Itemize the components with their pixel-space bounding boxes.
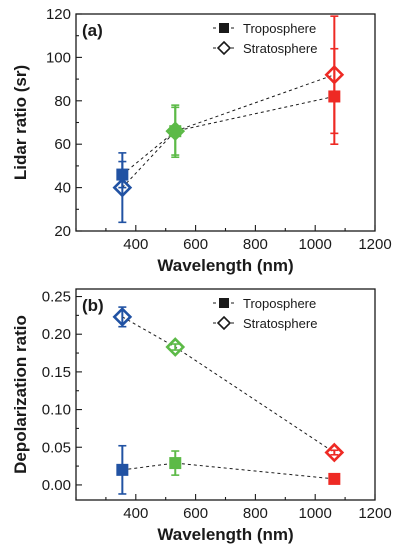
series-line-stratosphere [122,316,335,453]
data-point-diamond [324,442,345,463]
y-tick-label: 0.05 [42,439,71,456]
x-tick-label: 600 [183,505,208,522]
legend-square-icon [219,23,229,33]
x-tick-label: 400 [123,505,148,522]
legend-entry: Stratosphere [243,41,317,56]
x-tick-label: 1000 [299,236,332,253]
y-axis-title: Depolarization ratio [11,315,30,474]
legend-entry: Stratosphere [243,316,317,331]
x-tick-label: 800 [243,236,268,253]
y-axis-title: Lidar ratio (sr) [11,65,30,180]
y-tick-label: 0.25 [42,289,71,306]
x-tick-label: 800 [243,505,268,522]
x-axis-title: Wavelength (nm) [157,256,293,275]
data-point-diamond [112,177,133,198]
x-tick-label: 400 [123,236,148,253]
y-tick-label: 120 [46,6,71,23]
panel-b: 400 600 800 1000 1200 0.00 0.05 0.10 0.15 0.20 0.2… [11,288,392,544]
panel-label: (b) [82,296,104,315]
data-point-diamond [324,64,345,85]
x-tick-label: 1200 [358,236,391,253]
legend-square-icon [219,298,229,308]
data-point-square [116,463,129,476]
series-line-troposphere [122,462,335,480]
legend-entry: Troposphere [243,21,316,36]
series-line-troposphere [122,95,335,175]
y-tick-label: 80 [54,93,71,110]
x-tick-label: 1000 [299,505,332,522]
y-tick-label: 100 [46,49,71,66]
panel-label: (a) [82,21,103,40]
data-point-diamond [112,307,133,327]
y-tick-label: 60 [54,136,71,153]
legend-diamond-icon [216,315,232,331]
y-tick-label: 0.00 [42,477,71,494]
x-tick-label: 600 [183,236,208,253]
legend-entry: Troposphere [243,296,316,311]
y-tick-label: 40 [54,180,71,197]
data-point-square [169,457,182,470]
data-point-diamond [165,337,186,357]
series-line-stratosphere [121,74,335,188]
data-point-diamond [165,121,186,142]
y-tick-label: 0.20 [42,326,71,343]
panel-a: 400 600 800 1000 1200 20 40 60 80 100 120 Wavelengt… [11,6,392,275]
x-tick-label: 1200 [358,505,391,522]
y-tick-label: 0.10 [42,402,71,419]
y-tick-label: 20 [54,223,71,240]
x-axis-title: Wavelength (nm) [157,525,293,544]
legend-diamond-icon [216,40,232,56]
data-point-square [328,472,341,485]
y-tick-label: 0.15 [42,364,71,381]
